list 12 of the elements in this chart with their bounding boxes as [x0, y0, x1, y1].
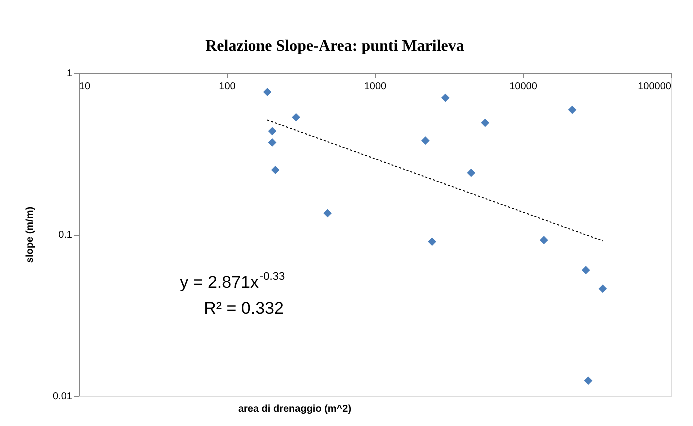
x-tick-label: 10 [80, 82, 92, 92]
y-tick-label: 1 [66, 68, 73, 80]
y-tick-label: 0.1 [58, 230, 73, 241]
x-tick-label: 100 [219, 82, 236, 92]
x-tick-label: 100000 [638, 82, 672, 92]
x-tick-label: 1000 [364, 82, 388, 92]
x-axis-title: area di drenaggio (m^2) [238, 404, 352, 415]
y-tick-label: 0.01 [53, 392, 73, 402]
x-tick-label: 10000 [510, 82, 538, 92]
annotation: R² = 0.332 [204, 299, 284, 318]
chart-title: Relazione Slope-Area: punti Marileva [206, 38, 464, 55]
y-axis-title: slope (m/m) [25, 206, 36, 264]
